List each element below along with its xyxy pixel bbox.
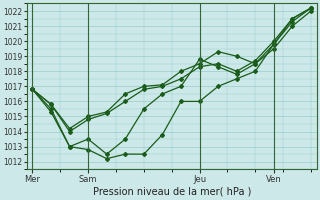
X-axis label: Pression niveau de la mer( hPa ): Pression niveau de la mer( hPa ) bbox=[92, 187, 251, 197]
